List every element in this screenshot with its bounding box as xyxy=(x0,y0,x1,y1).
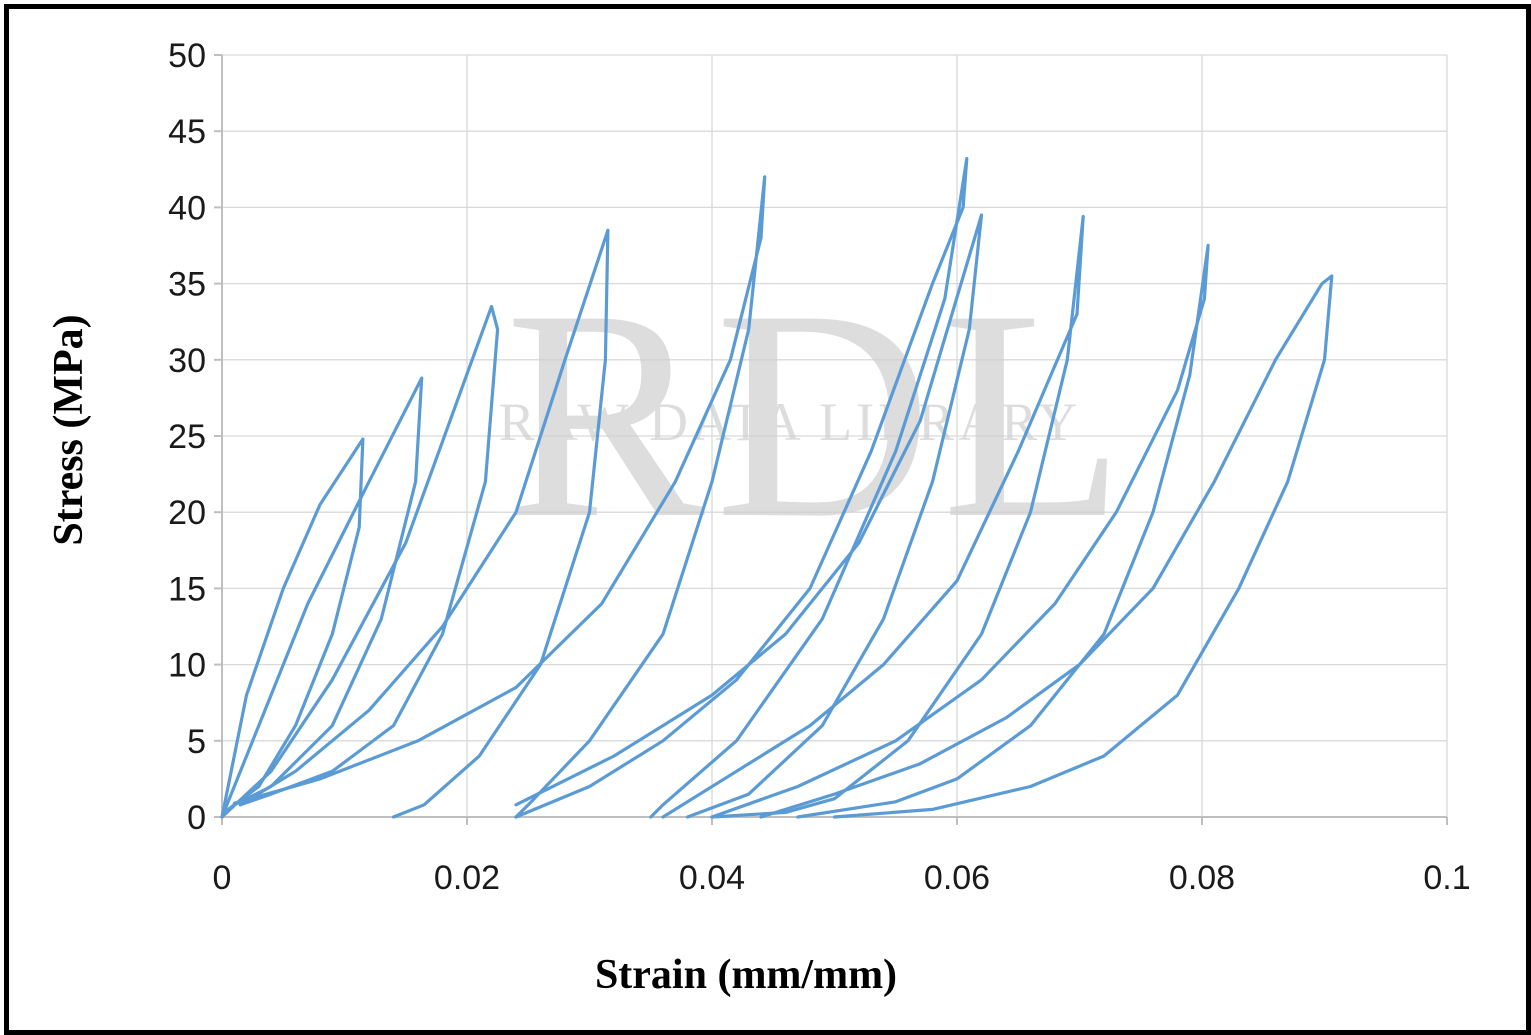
y-tick-labels: 0 5 10 15 20 25 30 35 40 45 50 xyxy=(168,37,206,837)
x-axis-title: Strain (mm/mm) xyxy=(595,952,897,998)
y-tick-label: 30 xyxy=(168,342,206,380)
x-tick-label: 0.08 xyxy=(1169,859,1235,897)
x-tick-label: 0.04 xyxy=(679,859,745,897)
y-axis-title: Stress (MPa) xyxy=(46,314,92,545)
y-tick-label: 10 xyxy=(168,647,206,685)
y-tick-label: 40 xyxy=(168,189,206,227)
y-tick-label: 35 xyxy=(168,266,206,304)
x-tick-label: 0.02 xyxy=(434,859,500,897)
x-tick-label: 0.06 xyxy=(924,859,990,897)
x-tick-labels: 0 0.02 0.04 0.06 0.08 0.1 xyxy=(213,859,1471,897)
x-tick-label: 0.1 xyxy=(1423,859,1470,897)
y-tick-label: 5 xyxy=(187,723,206,761)
x-tick-label: 0 xyxy=(213,859,232,897)
watermark: RDL RAW DATA LIBRARY xyxy=(499,248,1135,580)
watermark-text: RAW DATA LIBRARY xyxy=(499,392,1081,452)
y-tick-label: 50 xyxy=(168,37,206,75)
y-tick-label: 15 xyxy=(168,570,206,608)
y-tick-label: 45 xyxy=(168,113,206,151)
y-tick-label: 25 xyxy=(168,418,206,456)
y-tick-label: 20 xyxy=(168,494,206,532)
y-tick-label: 0 xyxy=(187,799,206,837)
